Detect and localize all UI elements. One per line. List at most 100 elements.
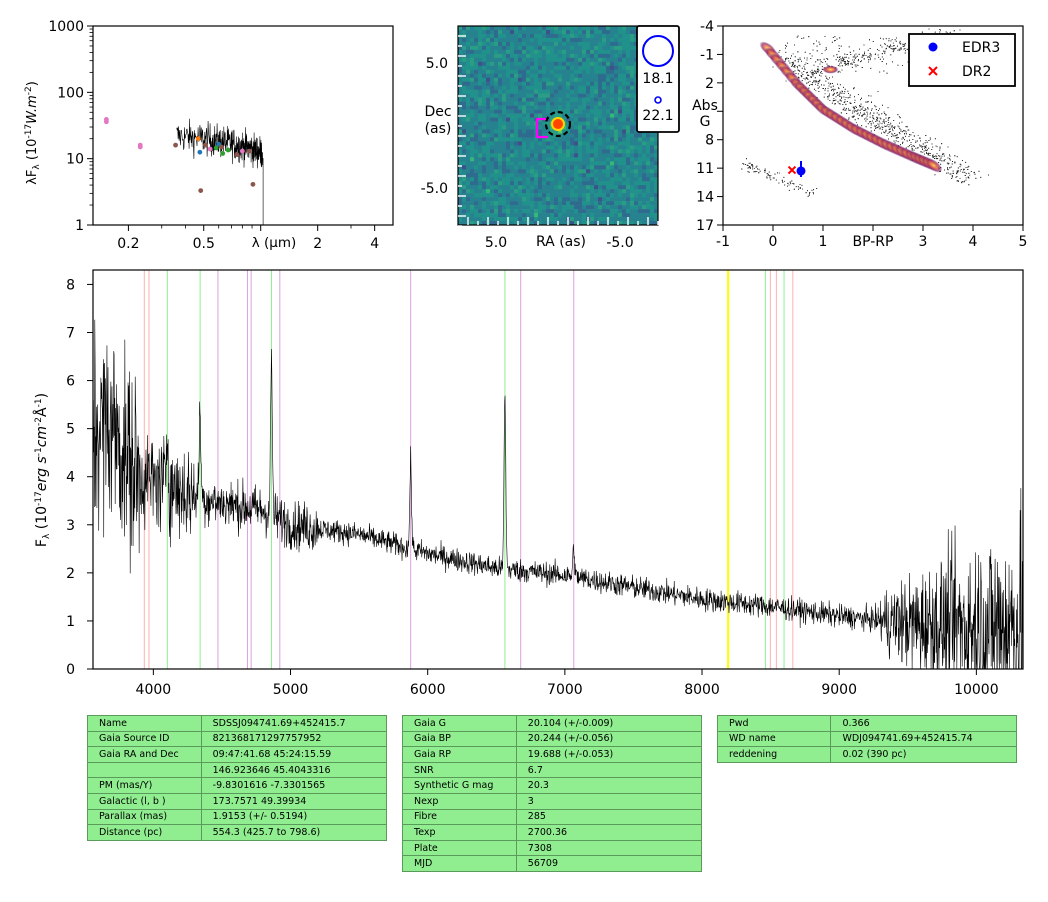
cmd-field-star xyxy=(893,126,895,128)
image-pixel xyxy=(502,73,507,79)
cmd-field-star xyxy=(807,71,808,73)
image-pixel xyxy=(482,129,487,134)
image-pixel xyxy=(626,205,631,210)
image-pixel xyxy=(594,105,599,110)
image-pixel xyxy=(594,201,599,206)
image-pixel xyxy=(530,49,535,55)
image-pixel xyxy=(538,125,543,130)
image-pixel xyxy=(498,65,503,71)
cmd-field-star xyxy=(900,144,901,146)
image-pixel xyxy=(462,69,467,75)
image-pixel xyxy=(526,33,531,39)
image-pixel xyxy=(566,26,571,31)
cmd-field-star xyxy=(980,176,982,178)
image-pixel xyxy=(510,81,515,86)
image-pixel xyxy=(642,149,647,154)
image-pixel xyxy=(478,65,483,71)
sed-points xyxy=(103,117,256,194)
image-pixel xyxy=(610,157,615,162)
image-pixel xyxy=(610,145,615,150)
cmd-field-star xyxy=(915,141,917,143)
image-pixel xyxy=(530,141,535,146)
cmd-field-star xyxy=(758,168,760,170)
image-pixel xyxy=(566,45,571,51)
image-pixel xyxy=(490,105,495,110)
image-pixel xyxy=(574,117,579,122)
image-pixel xyxy=(482,189,487,194)
image-pixel xyxy=(606,97,611,102)
image-pixel xyxy=(542,173,547,178)
cmd-field-star xyxy=(964,175,966,176)
image-pixel xyxy=(470,133,475,138)
image-pixel xyxy=(602,205,607,210)
image-pixel xyxy=(490,221,495,225)
cmd-field-star xyxy=(803,71,805,72)
cmd-field-star xyxy=(904,44,906,46)
image-pixel xyxy=(538,145,543,150)
image-pixel xyxy=(470,149,475,154)
image-pixel xyxy=(490,209,495,214)
cmd-field-star xyxy=(792,183,794,184)
image-pixel xyxy=(558,105,563,110)
cmd-field-star xyxy=(816,70,818,72)
cmd-field-star xyxy=(829,77,830,79)
image-pixel xyxy=(478,217,483,222)
image-pixel xyxy=(518,109,523,114)
image-pixel xyxy=(526,201,531,206)
image-pixel xyxy=(486,61,491,67)
image-pixel xyxy=(498,37,503,43)
image-pixel xyxy=(542,209,547,214)
image-pixel xyxy=(530,61,535,67)
image-pixel xyxy=(570,157,575,162)
image-pixel xyxy=(506,61,511,67)
cmd-field-star xyxy=(799,57,801,59)
image-pixel xyxy=(522,205,527,210)
image-pixel xyxy=(638,137,643,142)
image-pixel xyxy=(510,53,515,59)
image-pixel xyxy=(482,149,487,154)
image-pixel xyxy=(610,117,615,122)
image-pixel xyxy=(610,77,615,83)
image-pixel xyxy=(562,221,567,225)
cmd-field-star xyxy=(808,75,810,76)
image-pixel xyxy=(578,89,583,94)
image-pixel xyxy=(582,193,587,198)
image-pixel xyxy=(518,181,523,186)
image-pixel xyxy=(586,121,591,126)
image-pixel xyxy=(622,113,627,118)
image-pixel xyxy=(590,121,595,126)
image-pixel xyxy=(486,69,491,75)
image-pixel xyxy=(618,145,623,150)
image-pixel xyxy=(526,173,531,178)
image-pixel xyxy=(466,69,471,75)
image-pixel xyxy=(494,49,499,55)
image-pixel xyxy=(466,145,471,150)
image-pixel xyxy=(582,149,587,154)
image-pixel xyxy=(582,125,587,130)
image-pixel xyxy=(586,173,591,178)
image-pixel xyxy=(490,65,495,71)
image-pixel xyxy=(630,41,635,47)
image-pixel xyxy=(494,165,499,170)
cmd-field-star xyxy=(872,122,874,124)
image-pixel xyxy=(538,213,543,218)
image-pixel xyxy=(622,137,627,142)
cmd-field-star xyxy=(908,129,910,131)
image-pixel xyxy=(582,89,587,94)
sed-x-tick-label: 4 xyxy=(370,236,379,252)
cmd-field-star xyxy=(812,192,814,193)
image-pixel xyxy=(594,61,599,67)
image-pixel xyxy=(626,133,631,138)
image-pixel xyxy=(598,173,603,178)
cmd-field-star xyxy=(951,178,953,179)
cmd-field-star xyxy=(753,168,755,169)
image-pixel xyxy=(582,57,587,63)
image-pixel xyxy=(546,29,551,35)
image-pixel xyxy=(654,209,658,214)
image-pixel xyxy=(482,45,487,51)
cmd-field-star xyxy=(892,128,893,130)
image-pixel xyxy=(598,145,603,150)
cmd-field-star xyxy=(822,62,824,63)
image-pixel xyxy=(606,45,611,51)
image-pixel xyxy=(630,57,635,63)
